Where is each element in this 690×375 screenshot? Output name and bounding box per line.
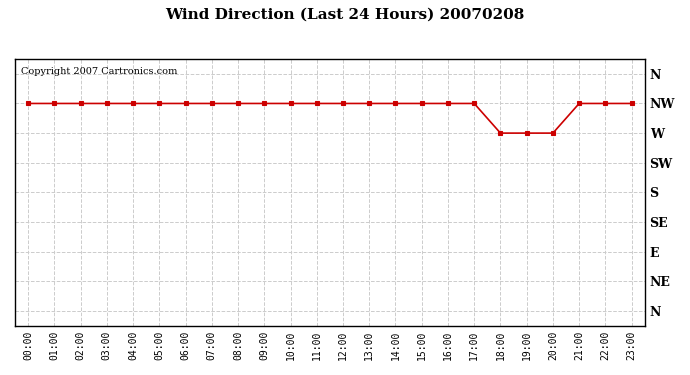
Text: Copyright 2007 Cartronics.com: Copyright 2007 Cartronics.com (21, 67, 177, 76)
Text: Wind Direction (Last 24 Hours) 20070208: Wind Direction (Last 24 Hours) 20070208 (166, 8, 524, 21)
